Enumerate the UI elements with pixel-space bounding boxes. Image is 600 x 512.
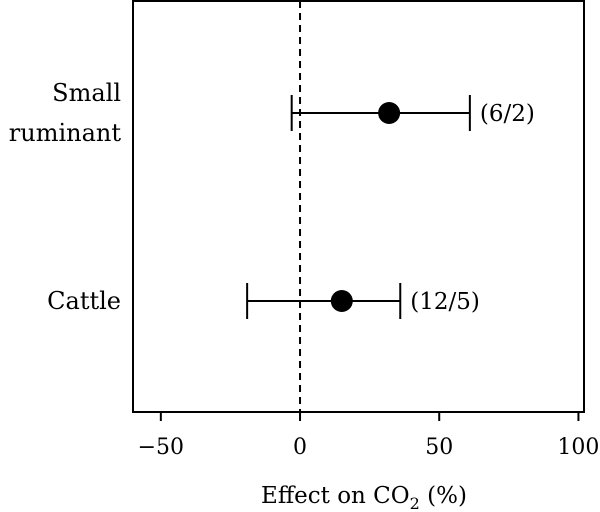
point-estimate xyxy=(378,102,401,124)
category-label: Cattle xyxy=(47,287,121,315)
data-row: (6/2) Small ruminant xyxy=(9,79,535,147)
x-tick-label: 100 xyxy=(557,435,599,460)
count-annotation: (6/2) xyxy=(480,101,535,127)
point-estimate xyxy=(330,290,353,312)
x-axis-title-suffix: (%) xyxy=(420,483,467,509)
count-annotation: (12/5) xyxy=(410,289,480,315)
data-rows: (6/2) Small ruminant (12/5) Cattle xyxy=(9,79,535,319)
x-axis-title-main: Effect on CO xyxy=(261,483,410,509)
x-tick-label: 50 xyxy=(425,435,453,460)
x-tick-label: −50 xyxy=(138,435,184,460)
x-axis-ticks: −50 0 50 100 xyxy=(138,412,599,460)
x-tick-label: 0 xyxy=(293,435,307,460)
category-label: ruminant xyxy=(9,119,122,147)
plot-frame xyxy=(132,0,585,413)
data-row: (12/5) Cattle xyxy=(47,283,480,319)
category-label: Small xyxy=(52,79,121,107)
x-axis-title-subscript: 2 xyxy=(410,494,420,512)
x-axis-title: Effect on CO2 (%) xyxy=(261,483,467,512)
